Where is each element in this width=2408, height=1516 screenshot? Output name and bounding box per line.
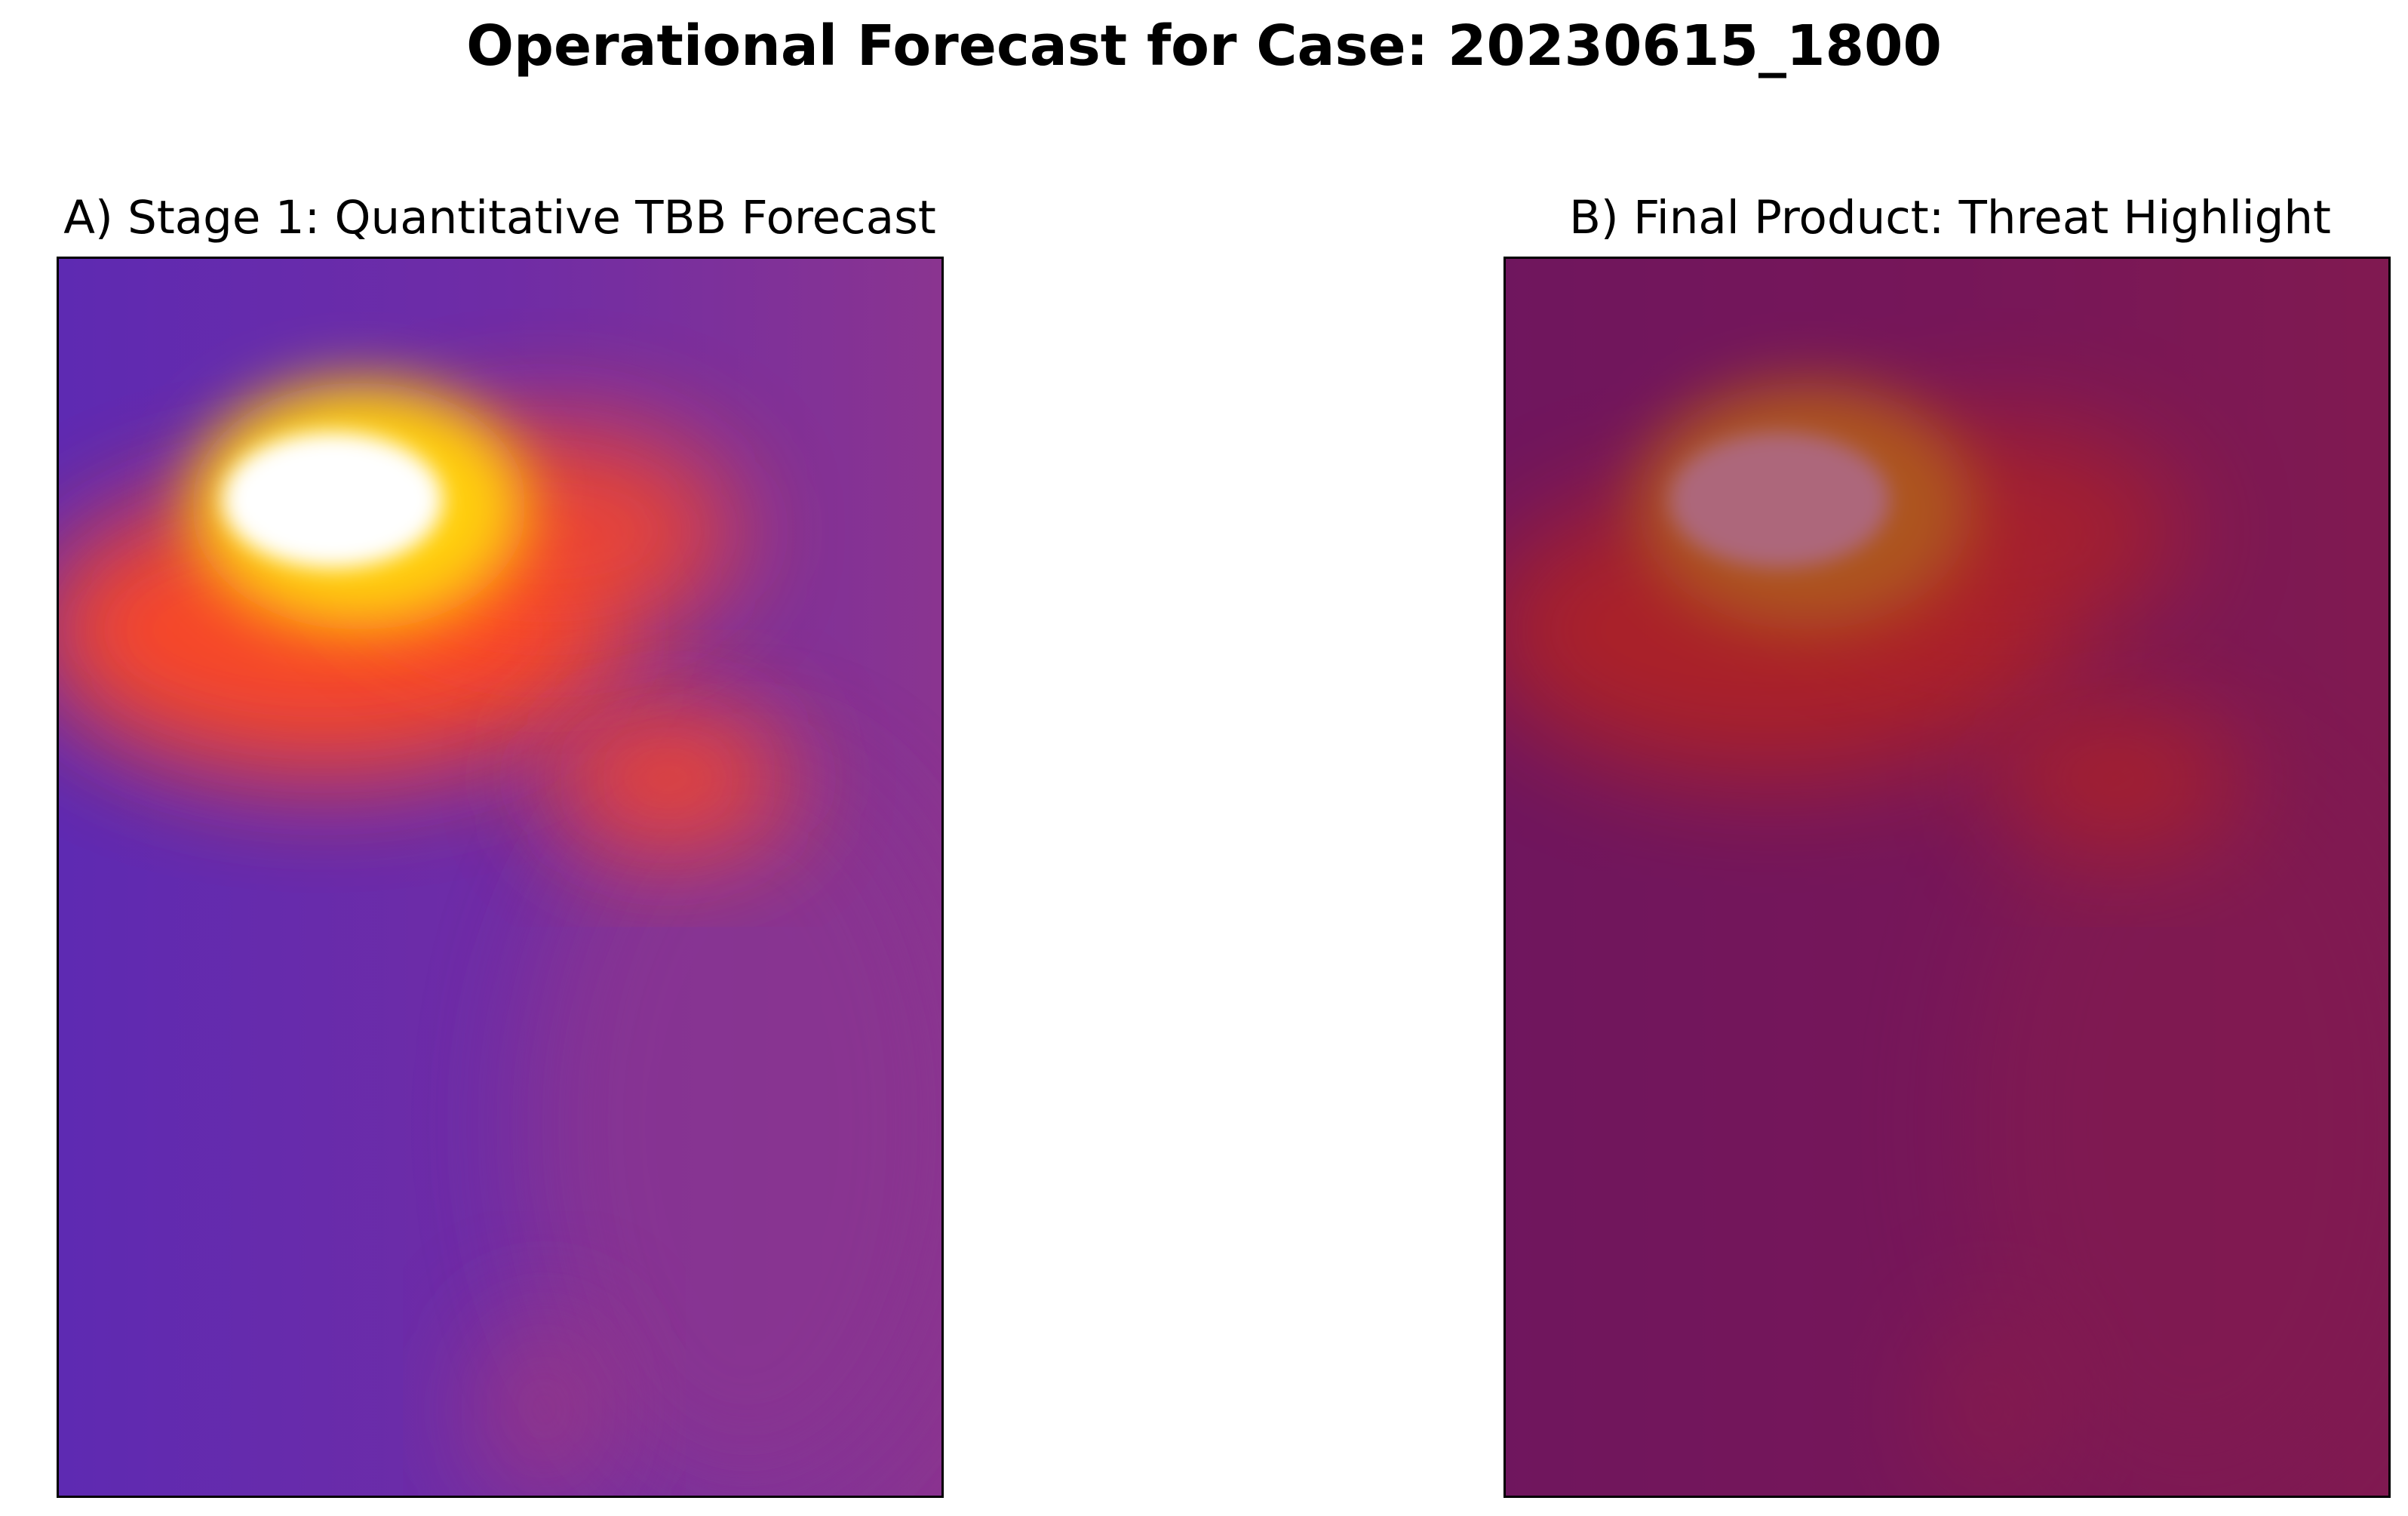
panel-b-heatmap [1503, 257, 2391, 1498]
panel-a-core-region-0 [222, 432, 443, 568]
panel-a-title: A) Stage 1: Quantitative TBB Forecast [63, 191, 936, 244]
panel-a-field [59, 382, 941, 1496]
threat-overlay [1506, 259, 2388, 1496]
panel-a-heatmap [57, 257, 944, 1498]
panel-a-svg [59, 259, 941, 1496]
panel-a-background-blob-0 [527, 753, 941, 1496]
figure-title: Operational Forecast for Case: 20230615_… [466, 14, 1942, 78]
panel-b-title: B) Final Product: Threat Highlight [1569, 191, 2331, 244]
panel-b-svg [1506, 259, 2388, 1496]
panel-a-background-blob-1 [473, 1310, 616, 1496]
panel-a-warm-region-1 [544, 704, 792, 853]
